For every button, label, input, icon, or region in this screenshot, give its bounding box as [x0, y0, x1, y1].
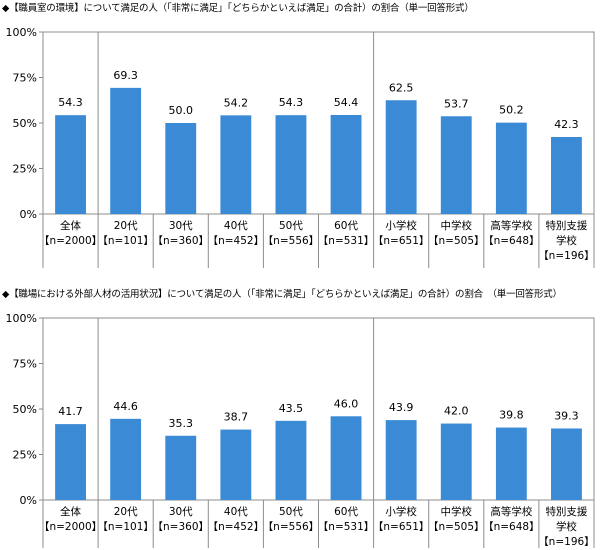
- bar-20代: [110, 87, 142, 214]
- y-tick-label: 0%: [20, 208, 37, 221]
- category-label: 40代【n=452】: [208, 220, 265, 247]
- category-label: 中学校【n=505】: [428, 219, 485, 247]
- bar-chart-environment: 0% 25% 50% 75% 100% 54.3 全体【n=2000】 69.3 20代【n=1…: [6, 26, 595, 268]
- value-label: 35.3: [169, 417, 194, 430]
- y-tick-label: 75%: [13, 72, 37, 85]
- value-label: 54.2: [224, 96, 249, 109]
- chart-title: ◆【職員室の環境】について満足の人（「非常に満足」「どちらかといえば満足」の合計…: [2, 3, 474, 14]
- bar-chart-external-staff: 0% 25% 50% 75% 100% 41.7 全体【n=2000】 44.6 20代【n=1…: [6, 312, 595, 548]
- y-tick-label: 100%: [6, 312, 37, 325]
- y-tick-label: 75%: [13, 358, 37, 371]
- y-tick-label: 50%: [13, 117, 37, 130]
- chart-external-staff: ◆【職場における外部人材の活用状況】について満足の人（「非常に満足」「どちらかと…: [0, 286, 600, 550]
- value-label: 69.3: [113, 69, 138, 82]
- value-label: 50.2: [499, 104, 524, 117]
- category-label: 特別支援学校【n=196】: [538, 505, 595, 548]
- category-label: 中学校【n=505】: [428, 505, 485, 533]
- value-label: 50.0: [169, 104, 194, 117]
- bar-50代: [275, 115, 307, 214]
- category-label: 60代【n=531】: [318, 506, 375, 533]
- bar-30代: [165, 123, 197, 214]
- value-label: 42.3: [554, 118, 579, 131]
- chart-title: ◆【職場における外部人材の活用状況】について満足の人（「非常に満足」「どちらかと…: [2, 289, 562, 300]
- value-label: 39.3: [554, 409, 579, 422]
- bar-小学校: [385, 100, 417, 214]
- category-label: 高等学校【n=648】: [483, 219, 540, 247]
- bar-全体: [55, 424, 86, 500]
- value-label: 62.5: [389, 81, 414, 94]
- bar-高等学校: [495, 427, 527, 500]
- category-label: 20代【n=101】: [97, 506, 154, 533]
- bar-特別支援学校: [551, 137, 582, 214]
- category-label: 40代【n=452】: [208, 506, 265, 533]
- bar-50代: [275, 420, 307, 500]
- value-label: 39.8: [499, 409, 524, 422]
- bar-60代: [330, 416, 362, 500]
- bar-60代: [330, 114, 362, 214]
- y-tick-label: 25%: [13, 449, 37, 462]
- category-label: 小学校【n=651】: [373, 219, 430, 247]
- y-tick-label: 50%: [13, 403, 37, 416]
- bar-中学校: [440, 116, 472, 214]
- category-label: 50代【n=556】: [263, 220, 320, 247]
- bar-小学校: [385, 420, 417, 500]
- value-label: 54.4: [334, 96, 359, 109]
- y-tick-label: 0%: [20, 494, 37, 507]
- value-label: 54.3: [279, 96, 304, 109]
- category-label: 50代【n=556】: [263, 506, 320, 533]
- value-label: 43.5: [279, 402, 304, 415]
- bar-20代: [110, 418, 142, 500]
- value-label: 42.0: [444, 405, 469, 418]
- category-label: 特別支援学校【n=196】: [538, 219, 595, 262]
- category-label: 30代【n=360】: [153, 220, 210, 247]
- bar-高等学校: [495, 122, 527, 214]
- bar-特別支援学校: [551, 428, 582, 500]
- value-label: 44.6: [113, 400, 138, 413]
- category-label: 全体【n=2000】: [39, 505, 102, 533]
- bar-全体: [55, 115, 86, 214]
- category-label: 高等学校【n=648】: [483, 505, 540, 533]
- bar-30代: [165, 435, 197, 500]
- chart-environment: ◆【職員室の環境】について満足の人（「非常に満足」「どちらかといえば満足」の合計…: [0, 0, 600, 272]
- bar-中学校: [440, 423, 472, 500]
- category-label: 30代【n=360】: [153, 506, 210, 533]
- y-tick-label: 25%: [13, 163, 37, 176]
- category-label: 全体【n=2000】: [39, 219, 102, 247]
- value-label: 54.3: [58, 96, 83, 109]
- value-label: 46.0: [334, 397, 359, 410]
- value-label: 38.7: [224, 411, 249, 424]
- value-label: 41.7: [58, 405, 83, 418]
- category-label: 60代【n=531】: [318, 220, 375, 247]
- category-label: 小学校【n=651】: [373, 505, 430, 533]
- value-label: 43.9: [389, 401, 414, 414]
- bar-40代: [220, 429, 252, 500]
- y-tick-label: 100%: [6, 26, 37, 39]
- value-label: 53.7: [444, 97, 469, 110]
- bar-40代: [220, 115, 252, 214]
- category-label: 20代【n=101】: [97, 220, 154, 247]
